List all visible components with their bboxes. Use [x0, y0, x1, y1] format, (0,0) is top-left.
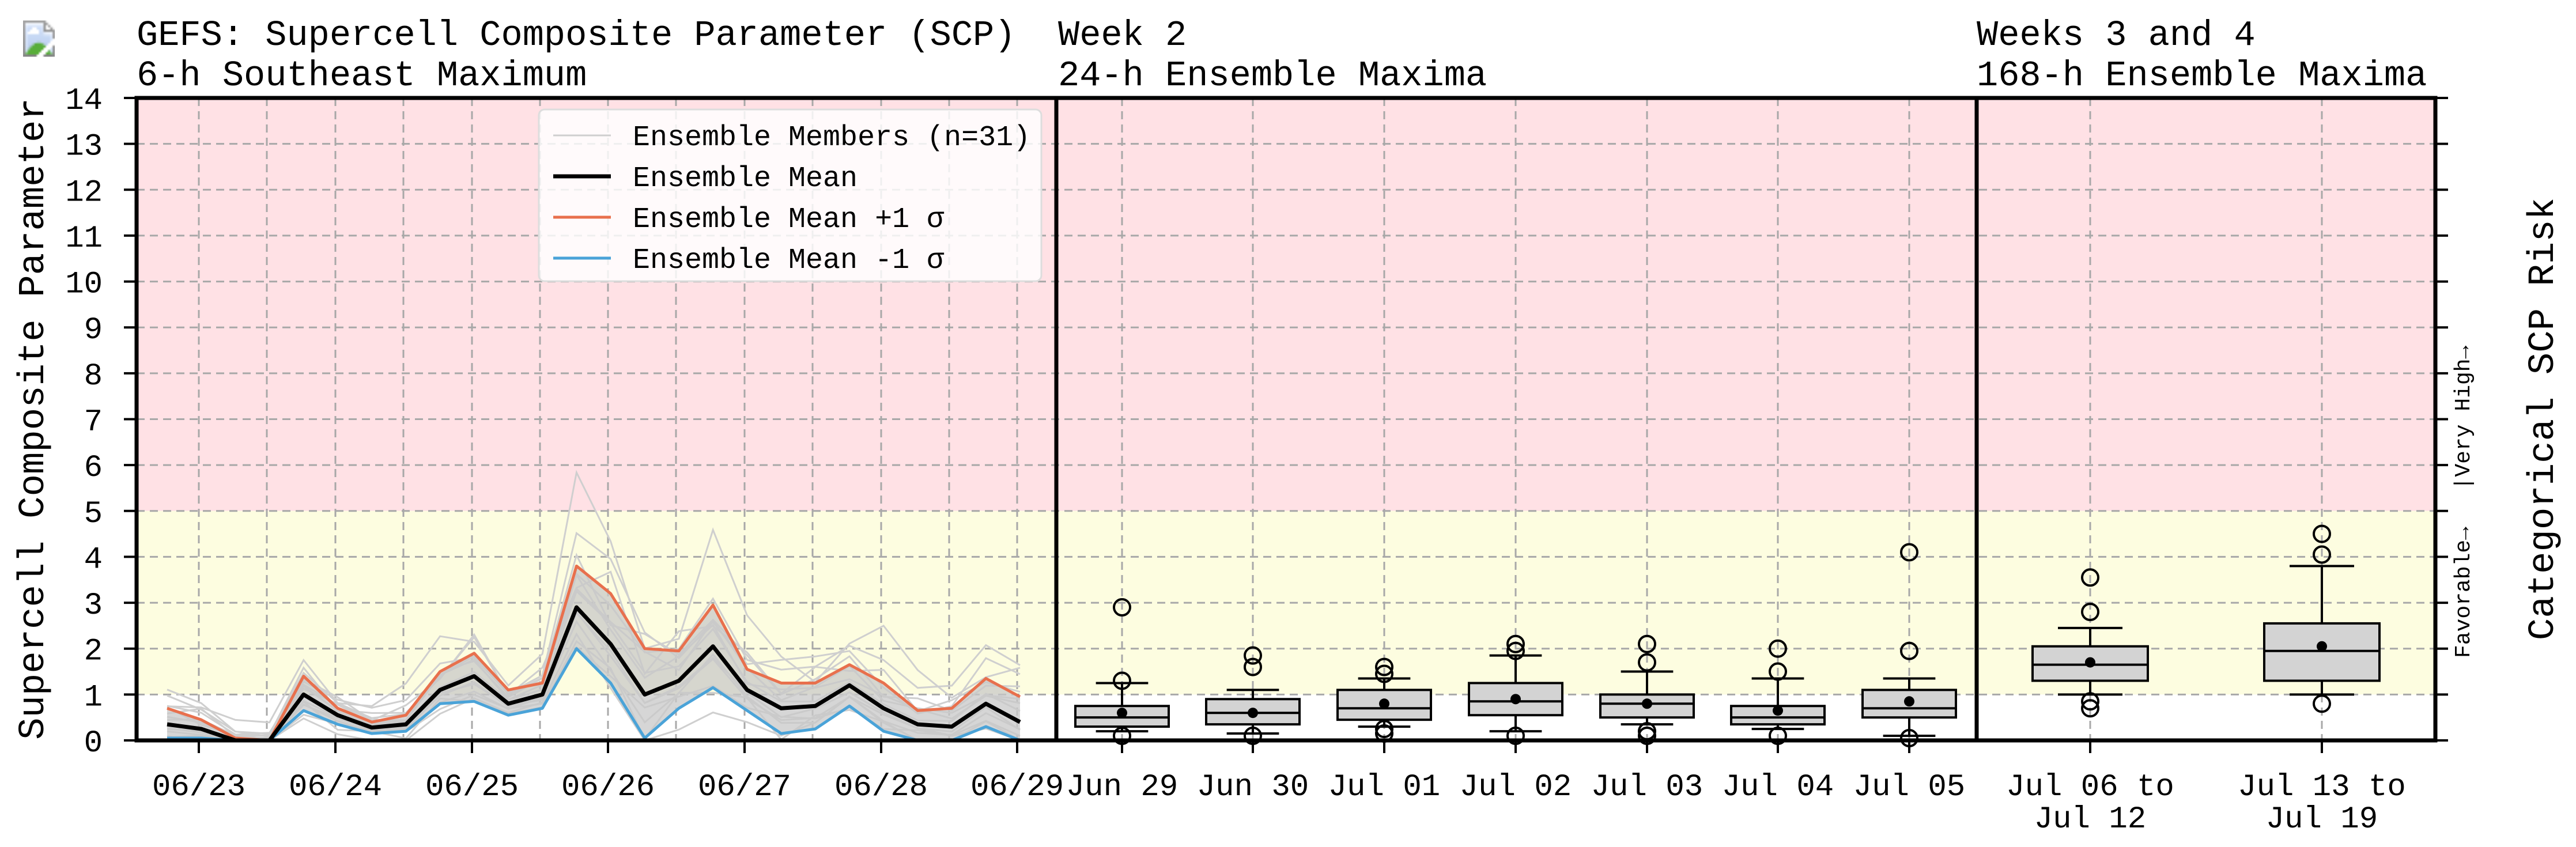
y-tick-label: 12: [65, 175, 103, 210]
x-tick-label: Jun 29: [1066, 770, 1178, 805]
ensemble-member-line: [167, 470, 1021, 724]
week2-mean-dot: [1117, 708, 1127, 719]
x-tick-label: 06/24: [289, 770, 382, 805]
legend-label-mean: Ensemble Mean: [633, 162, 858, 195]
week2-outlier: [1375, 720, 1393, 739]
week2-outlier: [1375, 664, 1393, 683]
x-tick-label: 06/29: [970, 770, 1064, 805]
x-tick-label: Jul 03: [1591, 770, 1703, 805]
week2-mean-dot: [1642, 698, 1652, 709]
week2-outlier: [1900, 543, 1918, 562]
x-tick-label: 06/26: [561, 770, 655, 805]
y-tick-label: 7: [84, 405, 103, 440]
x-tick-label: Jul 06 to: [2006, 770, 2174, 805]
panel-title-p2-line2: 24-h Ensemble Maxima: [1058, 55, 1487, 96]
legend-label-plus: Ensemble Mean +1 σ: [633, 203, 944, 236]
y-tick-label: 2: [84, 634, 103, 670]
week34-outlier: [2081, 568, 2099, 587]
y-tick-label: 5: [84, 497, 103, 532]
x-tick-label: Jun 30: [1197, 770, 1309, 805]
spread-band: [167, 566, 1020, 740]
y-tick-label: 6: [84, 451, 103, 486]
y-tick-label: 8: [84, 359, 103, 394]
week34-outlier: [2313, 524, 2331, 543]
x-tick-label: Jul 01: [1328, 770, 1440, 805]
week2-outlier: [1244, 646, 1262, 665]
series-plus-sigma: [167, 564, 1021, 742]
week2-outlier: [1769, 639, 1787, 658]
week2-outlier: [1638, 653, 1656, 672]
x-tick-label: 06/23: [152, 770, 245, 805]
y-tick-label: 0: [84, 726, 103, 761]
series-ensemble-mean: [167, 605, 1021, 743]
right-axis-label: Categorical SCP Risk: [2523, 198, 2564, 640]
week34-outlier: [2081, 603, 2099, 621]
x-tick-label: Jul 04: [1722, 770, 1834, 805]
y-tick-label: 1: [84, 680, 103, 715]
week2-outlier: [1113, 671, 1131, 690]
week2-outlier: [1375, 657, 1393, 676]
week2-outlier: [1900, 641, 1918, 660]
week2-outlier: [1113, 598, 1131, 617]
week2-mean-dot: [1510, 694, 1521, 705]
y-tick-label: 14: [65, 84, 103, 119]
week34-outlier: [2081, 692, 2099, 711]
x-tick-label: 06/25: [425, 770, 519, 805]
week34-outlier: [2081, 699, 2099, 718]
y-tick-label: 13: [65, 130, 103, 165]
panel-title-p3-line1: Weeks 3 and 4: [1977, 15, 2256, 56]
x-tick-label: Jul 05: [1853, 770, 1965, 805]
x-tick-label: Jul 02: [1460, 770, 1572, 805]
week2-mean-dot: [1773, 705, 1783, 716]
week2-mean-dot: [1248, 708, 1258, 719]
risk-label-very-high: |Very High→: [2452, 345, 2476, 490]
week2-mean-dot: [1379, 698, 1389, 709]
y-axis-label: Supercell Composite Parameter: [13, 98, 55, 740]
y-tick-label: 11: [65, 221, 103, 256]
week34-mean-dot: [2317, 641, 2327, 652]
niu-logo: [23, 9, 55, 69]
x-tick-label: Jul 12: [2034, 802, 2146, 837]
week34-outlier: [2313, 694, 2331, 713]
legend-label-members: Ensemble Members (n=31): [633, 122, 1030, 154]
week2-outlier: [1506, 634, 1525, 653]
y-tick-label: 3: [84, 588, 103, 623]
week2-mean-dot: [1904, 696, 1914, 707]
risk-label-favorable: Favorable→: [2452, 527, 2476, 658]
week34-mean-dot: [2085, 657, 2095, 668]
y-tick-label: 4: [84, 542, 103, 577]
week34-outlier: [2313, 545, 2331, 564]
week2-outlier: [1506, 641, 1525, 660]
week2-outlier: [1769, 662, 1787, 681]
week2-outlier: [1638, 634, 1656, 653]
x-tick-label: Jul 19: [2266, 802, 2378, 837]
legend-box: [538, 108, 1043, 282]
very-high-band-3: [1977, 98, 2435, 511]
series-minus-sigma: [167, 647, 1021, 742]
x-tick-label: 06/27: [698, 770, 791, 805]
panel-title-p1-line2: 6-h Southeast Maximum: [137, 55, 587, 96]
panel-title-p3-line2: 168-h Ensemble Maxima: [1977, 55, 2427, 96]
x-tick-label: 06/28: [834, 770, 928, 805]
legend-label-minus: Ensemble Mean -1 σ: [633, 244, 944, 277]
y-tick-label: 10: [65, 267, 103, 302]
panel-title-p1-line1: GEFS: Supercell Composite Parameter (SCP…: [137, 15, 1015, 56]
y-tick-label: 9: [84, 313, 103, 348]
week2-outlier: [1244, 657, 1262, 676]
panel-title-p2-line1: Week 2: [1058, 15, 1187, 56]
x-tick-label: Jul 13 to: [2238, 770, 2406, 805]
